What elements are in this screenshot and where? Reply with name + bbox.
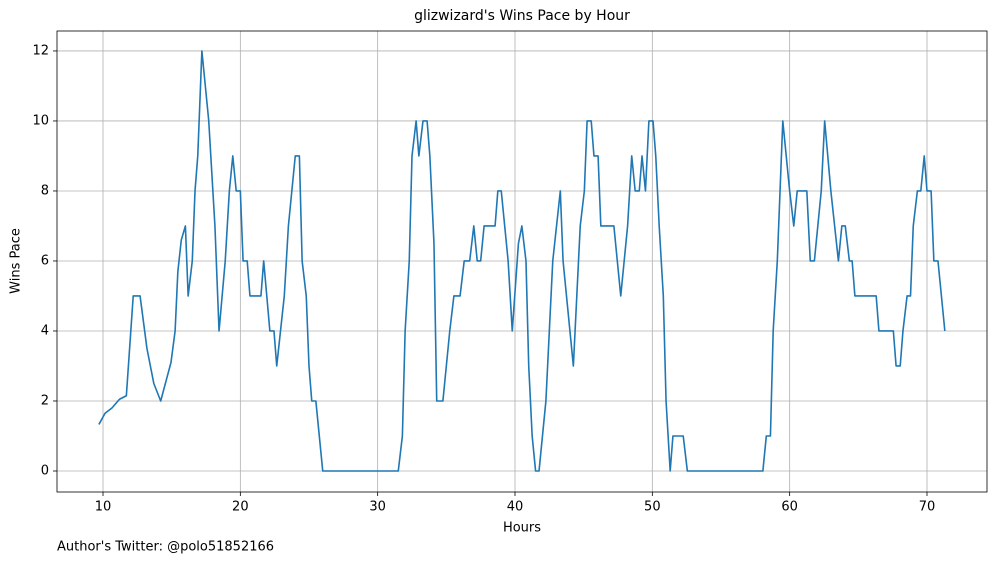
footnote: Author's Twitter: @polo51852166	[57, 540, 274, 555]
y-tick-label: 0	[41, 463, 49, 478]
x-tick-label: 50	[644, 500, 661, 515]
x-tick-label: 30	[369, 500, 386, 515]
plot-frame	[56, 30, 988, 493]
x-tick-label: 70	[919, 500, 936, 515]
chart-title: glizwizard's Wins Pace by Hour	[414, 8, 630, 24]
y-tick-label: 2	[41, 393, 49, 408]
x-tick-label: 10	[95, 500, 112, 515]
x-axis-label: Hours	[503, 521, 541, 536]
x-tick-label: 40	[507, 500, 524, 515]
data-line	[98, 50, 946, 472]
y-tick-label: 6	[41, 253, 49, 268]
y-tick-label: 4	[41, 323, 49, 338]
y-tick-label: 12	[32, 43, 49, 58]
y-tick-label: 10	[32, 113, 49, 128]
x-tick-label: 60	[781, 500, 798, 515]
y-tick-label: 8	[41, 183, 49, 198]
y-axis-label: Wins Pace	[9, 228, 24, 294]
x-tick-label: 20	[232, 500, 249, 515]
